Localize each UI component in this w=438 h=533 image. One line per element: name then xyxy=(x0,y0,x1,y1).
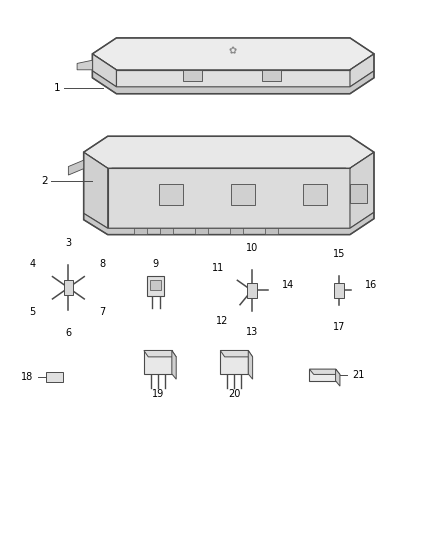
Text: 18: 18 xyxy=(21,372,33,382)
Polygon shape xyxy=(92,54,117,87)
Text: 20: 20 xyxy=(228,389,240,399)
Polygon shape xyxy=(84,212,374,235)
Polygon shape xyxy=(68,160,84,175)
Text: 7: 7 xyxy=(99,306,105,317)
Polygon shape xyxy=(144,351,176,357)
Polygon shape xyxy=(46,372,63,382)
Text: 5: 5 xyxy=(29,306,36,317)
Polygon shape xyxy=(183,70,202,82)
Text: ✿: ✿ xyxy=(228,46,236,56)
Text: 6: 6 xyxy=(65,328,71,338)
Text: 12: 12 xyxy=(216,317,228,326)
Polygon shape xyxy=(220,351,248,374)
Text: 3: 3 xyxy=(65,238,71,247)
Text: 17: 17 xyxy=(333,322,345,332)
Polygon shape xyxy=(230,228,243,233)
Polygon shape xyxy=(350,54,374,87)
Polygon shape xyxy=(334,283,344,298)
Text: 21: 21 xyxy=(352,370,364,381)
Text: 8: 8 xyxy=(99,259,105,269)
Polygon shape xyxy=(247,283,257,298)
Polygon shape xyxy=(220,351,253,357)
Polygon shape xyxy=(90,168,367,228)
Polygon shape xyxy=(309,369,336,381)
Polygon shape xyxy=(92,38,374,70)
Text: 9: 9 xyxy=(152,260,159,269)
Polygon shape xyxy=(84,152,108,228)
Polygon shape xyxy=(303,184,327,205)
Polygon shape xyxy=(84,136,374,168)
Polygon shape xyxy=(350,152,374,228)
Polygon shape xyxy=(150,280,161,290)
Text: 11: 11 xyxy=(212,263,224,273)
Text: 14: 14 xyxy=(283,280,294,290)
Polygon shape xyxy=(248,351,253,379)
Polygon shape xyxy=(309,369,340,374)
Polygon shape xyxy=(92,71,374,94)
Polygon shape xyxy=(231,184,255,205)
Polygon shape xyxy=(195,228,208,233)
Polygon shape xyxy=(336,369,340,386)
Polygon shape xyxy=(117,70,350,87)
Text: 1: 1 xyxy=(54,83,61,93)
Text: 10: 10 xyxy=(246,244,258,253)
Polygon shape xyxy=(144,351,172,374)
Polygon shape xyxy=(262,70,281,82)
Text: 15: 15 xyxy=(333,249,345,259)
Polygon shape xyxy=(147,276,164,296)
Polygon shape xyxy=(134,228,147,233)
Polygon shape xyxy=(108,168,350,228)
Polygon shape xyxy=(172,351,176,379)
Polygon shape xyxy=(160,228,173,233)
Text: 2: 2 xyxy=(41,176,48,187)
Polygon shape xyxy=(77,60,92,70)
Text: 13: 13 xyxy=(246,327,258,337)
Polygon shape xyxy=(64,280,73,295)
Polygon shape xyxy=(350,184,367,203)
Text: 19: 19 xyxy=(152,389,164,399)
Polygon shape xyxy=(159,184,183,205)
Text: 4: 4 xyxy=(29,259,35,269)
Text: 16: 16 xyxy=(365,280,378,290)
Polygon shape xyxy=(265,228,278,233)
